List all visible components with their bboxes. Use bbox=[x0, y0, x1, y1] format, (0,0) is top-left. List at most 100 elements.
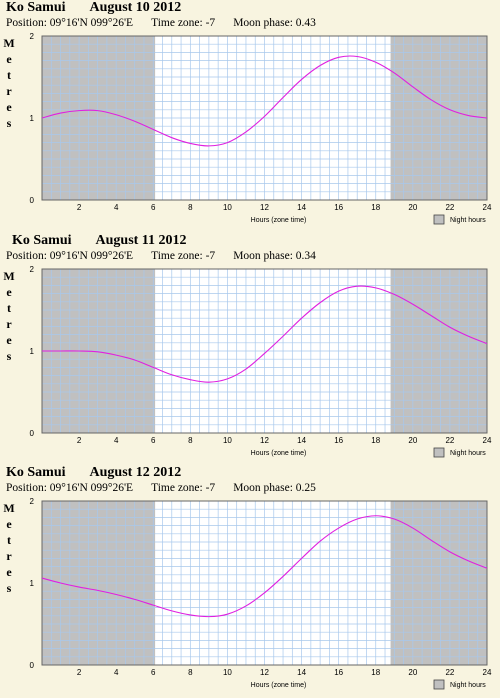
y-tick-label: 0 bbox=[30, 429, 35, 438]
y-axis-label-letter: M bbox=[3, 501, 15, 515]
y-axis-label-letter: t bbox=[7, 533, 11, 547]
legend-label: Night hours bbox=[450, 217, 486, 224]
y-tick-label: 0 bbox=[30, 661, 35, 670]
x-tick-label: 20 bbox=[408, 203, 417, 212]
position-text: Position: 09°16'N 099°26'E bbox=[6, 17, 134, 29]
x-tick-label: 2 bbox=[77, 436, 82, 445]
date-label: August 10 2012 bbox=[89, 0, 182, 15]
y-tick-label: 0 bbox=[30, 196, 35, 205]
legend-swatch bbox=[433, 214, 445, 225]
tide-curve bbox=[42, 285, 488, 383]
y-axis-label-letter: e bbox=[6, 517, 12, 531]
info-line: Position: 09°16'N 099°26'E Time zone: -7 M… bbox=[6, 250, 334, 262]
y-axis-label-letter: r bbox=[6, 317, 12, 331]
x-tick-label: 22 bbox=[445, 203, 454, 212]
tide-curve bbox=[41, 515, 488, 618]
x-tick-label: 6 bbox=[151, 203, 156, 212]
x-axis-title: Hours (zone time) bbox=[251, 450, 307, 457]
position-text: Position: 09°16'N 099°26'E bbox=[6, 482, 134, 494]
tide-curve bbox=[41, 55, 488, 147]
timezone-text: Time zone: -7 bbox=[151, 250, 216, 262]
y-axis-label-letter: s bbox=[6, 349, 12, 363]
y-axis-label-letter: s bbox=[6, 116, 12, 130]
tide-panel-2: Ko Samui August 11 2012 Position: 09°16'N… bbox=[0, 233, 500, 465]
panel-title: Ko Samui August 11 2012 bbox=[12, 233, 187, 249]
x-tick-label: 12 bbox=[260, 203, 269, 212]
location-name: Ko Samui bbox=[6, 0, 66, 15]
x-tick-label: 4 bbox=[114, 436, 119, 445]
x-tick-label: 8 bbox=[188, 668, 193, 677]
x-tick-label: 4 bbox=[114, 203, 119, 212]
position-text: Position: 09°16'N 099°26'E bbox=[6, 250, 134, 262]
x-tick-label: 4 bbox=[114, 668, 119, 677]
y-axis-label-letter: M bbox=[3, 36, 15, 50]
plot-border bbox=[41, 500, 488, 666]
date-label: August 12 2012 bbox=[89, 465, 182, 480]
y-axis-label-letter: M bbox=[3, 269, 15, 283]
x-tick-label: 24 bbox=[483, 203, 492, 212]
x-tick-label: 14 bbox=[297, 668, 306, 677]
legend-label: Night hours bbox=[450, 450, 486, 457]
panel-title: Ko Samui August 10 2012 bbox=[6, 0, 181, 16]
x-tick-label: 16 bbox=[334, 203, 343, 212]
x-axis-title: Hours (zone time) bbox=[251, 682, 307, 689]
x-tick-label: 6 bbox=[151, 436, 156, 445]
x-tick-label: 20 bbox=[408, 436, 417, 445]
legend-swatch bbox=[433, 447, 445, 458]
y-axis-label-letter: e bbox=[6, 52, 12, 66]
x-tick-label: 18 bbox=[371, 436, 380, 445]
y-axis-label-letter: r bbox=[6, 549, 12, 563]
info-line: Position: 09°16'N 099°26'E Time zone: -7 M… bbox=[6, 482, 334, 494]
x-tick-label: 24 bbox=[483, 436, 492, 445]
moon-phase-text: Moon phase: 0.34 bbox=[233, 250, 316, 262]
y-axis-label-letter: s bbox=[6, 581, 12, 595]
x-tick-label: 20 bbox=[408, 668, 417, 677]
y-axis-label-letter: t bbox=[7, 68, 11, 82]
legend-label: Night hours bbox=[450, 682, 486, 689]
y-tick-label: 1 bbox=[30, 347, 35, 356]
y-axis-label-letter: e bbox=[6, 285, 12, 299]
y-axis-label-letter: e bbox=[6, 333, 12, 347]
x-tick-label: 22 bbox=[445, 668, 454, 677]
y-axis-label-letter: e bbox=[6, 565, 12, 579]
x-tick-label: 6 bbox=[151, 668, 156, 677]
y-tick-label: 2 bbox=[30, 32, 35, 41]
x-tick-label: 2 bbox=[77, 203, 82, 212]
x-tick-label: 14 bbox=[297, 203, 306, 212]
x-tick-label: 2 bbox=[77, 668, 82, 677]
location-name: Ko Samui bbox=[6, 465, 66, 480]
y-tick-label: 1 bbox=[30, 579, 35, 588]
x-tick-label: 22 bbox=[445, 436, 454, 445]
x-axis-title: Hours (zone time) bbox=[251, 217, 307, 224]
x-tick-label: 8 bbox=[188, 436, 193, 445]
moon-phase-text: Moon phase: 0.25 bbox=[233, 482, 316, 494]
legend-swatch bbox=[433, 679, 445, 690]
x-tick-label: 10 bbox=[223, 668, 232, 677]
timezone-text: Time zone: -7 bbox=[151, 17, 216, 29]
x-tick-label: 16 bbox=[334, 668, 343, 677]
x-tick-label: 12 bbox=[260, 668, 269, 677]
tide-panel-1: Ko Samui August 10 2012 Position: 09°16'N… bbox=[0, 0, 500, 232]
x-tick-label: 24 bbox=[483, 668, 492, 677]
x-tick-label: 18 bbox=[371, 668, 380, 677]
tide-panel-3: Ko Samui August 12 2012 Position: 09°16'N… bbox=[0, 465, 500, 697]
x-tick-label: 10 bbox=[223, 436, 232, 445]
date-label: August 11 2012 bbox=[95, 233, 187, 248]
x-tick-label: 10 bbox=[223, 203, 232, 212]
y-tick-label: 2 bbox=[30, 497, 35, 506]
timezone-text: Time zone: -7 bbox=[151, 482, 216, 494]
moon-phase-text: Moon phase: 0.43 bbox=[233, 17, 316, 29]
y-tick-label: 1 bbox=[30, 114, 35, 123]
info-line: Position: 09°16'N 099°26'E Time zone: -7 M… bbox=[6, 17, 334, 29]
x-tick-label: 16 bbox=[334, 436, 343, 445]
y-axis-label-letter: r bbox=[6, 84, 12, 98]
x-tick-label: 18 bbox=[371, 203, 380, 212]
y-axis-label-letter: t bbox=[7, 301, 11, 315]
panel-title: Ko Samui August 12 2012 bbox=[6, 465, 181, 481]
